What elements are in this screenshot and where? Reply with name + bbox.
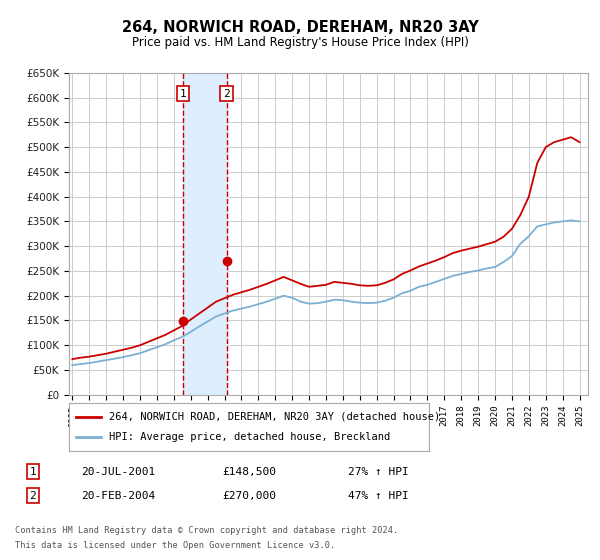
Text: 27% ↑ HPI: 27% ↑ HPI [348, 466, 409, 477]
Text: 1: 1 [180, 88, 187, 99]
Text: This data is licensed under the Open Government Licence v3.0.: This data is licensed under the Open Gov… [15, 542, 335, 550]
Text: 20-FEB-2004: 20-FEB-2004 [81, 491, 155, 501]
Text: 264, NORWICH ROAD, DEREHAM, NR20 3AY (detached house): 264, NORWICH ROAD, DEREHAM, NR20 3AY (de… [109, 412, 440, 422]
Text: 20-JUL-2001: 20-JUL-2001 [81, 466, 155, 477]
Text: 2: 2 [223, 88, 230, 99]
Text: 47% ↑ HPI: 47% ↑ HPI [348, 491, 409, 501]
Text: 1: 1 [29, 466, 37, 477]
Text: 264, NORWICH ROAD, DEREHAM, NR20 3AY: 264, NORWICH ROAD, DEREHAM, NR20 3AY [122, 20, 478, 35]
Text: £148,500: £148,500 [222, 466, 276, 477]
Text: 2: 2 [29, 491, 37, 501]
Bar [183, 73, 227, 395]
Text: HPI: Average price, detached house, Breckland: HPI: Average price, detached house, Brec… [109, 432, 390, 442]
Text: £270,000: £270,000 [222, 491, 276, 501]
Text: Contains HM Land Registry data © Crown copyright and database right 2024.: Contains HM Land Registry data © Crown c… [15, 526, 398, 535]
Text: Price paid vs. HM Land Registry's House Price Index (HPI): Price paid vs. HM Land Registry's House … [131, 36, 469, 49]
